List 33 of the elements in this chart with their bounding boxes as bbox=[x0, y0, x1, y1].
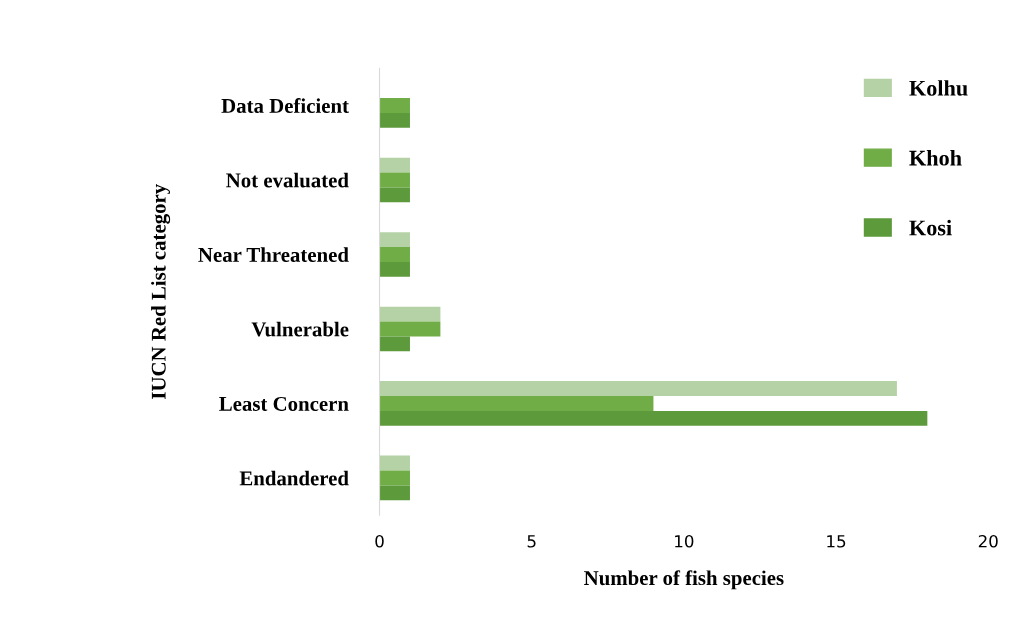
bar bbox=[379, 112, 410, 128]
bar bbox=[379, 381, 897, 397]
bar bbox=[379, 410, 928, 426]
legend-label: Khoh bbox=[909, 149, 962, 166]
x-tick-label: 0 bbox=[375, 534, 384, 548]
bar bbox=[379, 306, 441, 322]
bar bbox=[379, 470, 410, 486]
y-tick-label: Near Threatened bbox=[198, 247, 349, 262]
bar bbox=[379, 232, 410, 248]
bar bbox=[379, 98, 410, 113]
y-tick-label: Data Deficient bbox=[221, 98, 349, 113]
y-tick-label: Vulnerable bbox=[251, 321, 349, 337]
bar bbox=[379, 247, 410, 262]
x-tick-label: 5 bbox=[527, 535, 536, 548]
bar bbox=[379, 455, 410, 471]
x-tick-label: 10 bbox=[675, 534, 694, 548]
legend-label: Kosi bbox=[909, 219, 952, 236]
y-tick-label: Least Concern bbox=[219, 396, 349, 411]
bar bbox=[379, 157, 410, 173]
bar bbox=[379, 261, 410, 277]
bar bbox=[379, 321, 441, 337]
x-tick-label: 15 bbox=[827, 535, 846, 548]
x-tick-label: 20 bbox=[978, 534, 998, 548]
bar bbox=[379, 396, 654, 411]
bar bbox=[379, 187, 410, 203]
y-tick-label: Not evaluated bbox=[226, 172, 349, 188]
bar bbox=[379, 336, 410, 352]
y-tick-label: Endandered bbox=[239, 470, 349, 486]
y-axis-title: IUCN Red List category bbox=[151, 184, 171, 399]
x-axis-title: Number of fish species bbox=[584, 570, 784, 590]
bar bbox=[379, 485, 410, 501]
bar bbox=[379, 172, 410, 188]
legend-label: Kolhu bbox=[909, 80, 968, 96]
